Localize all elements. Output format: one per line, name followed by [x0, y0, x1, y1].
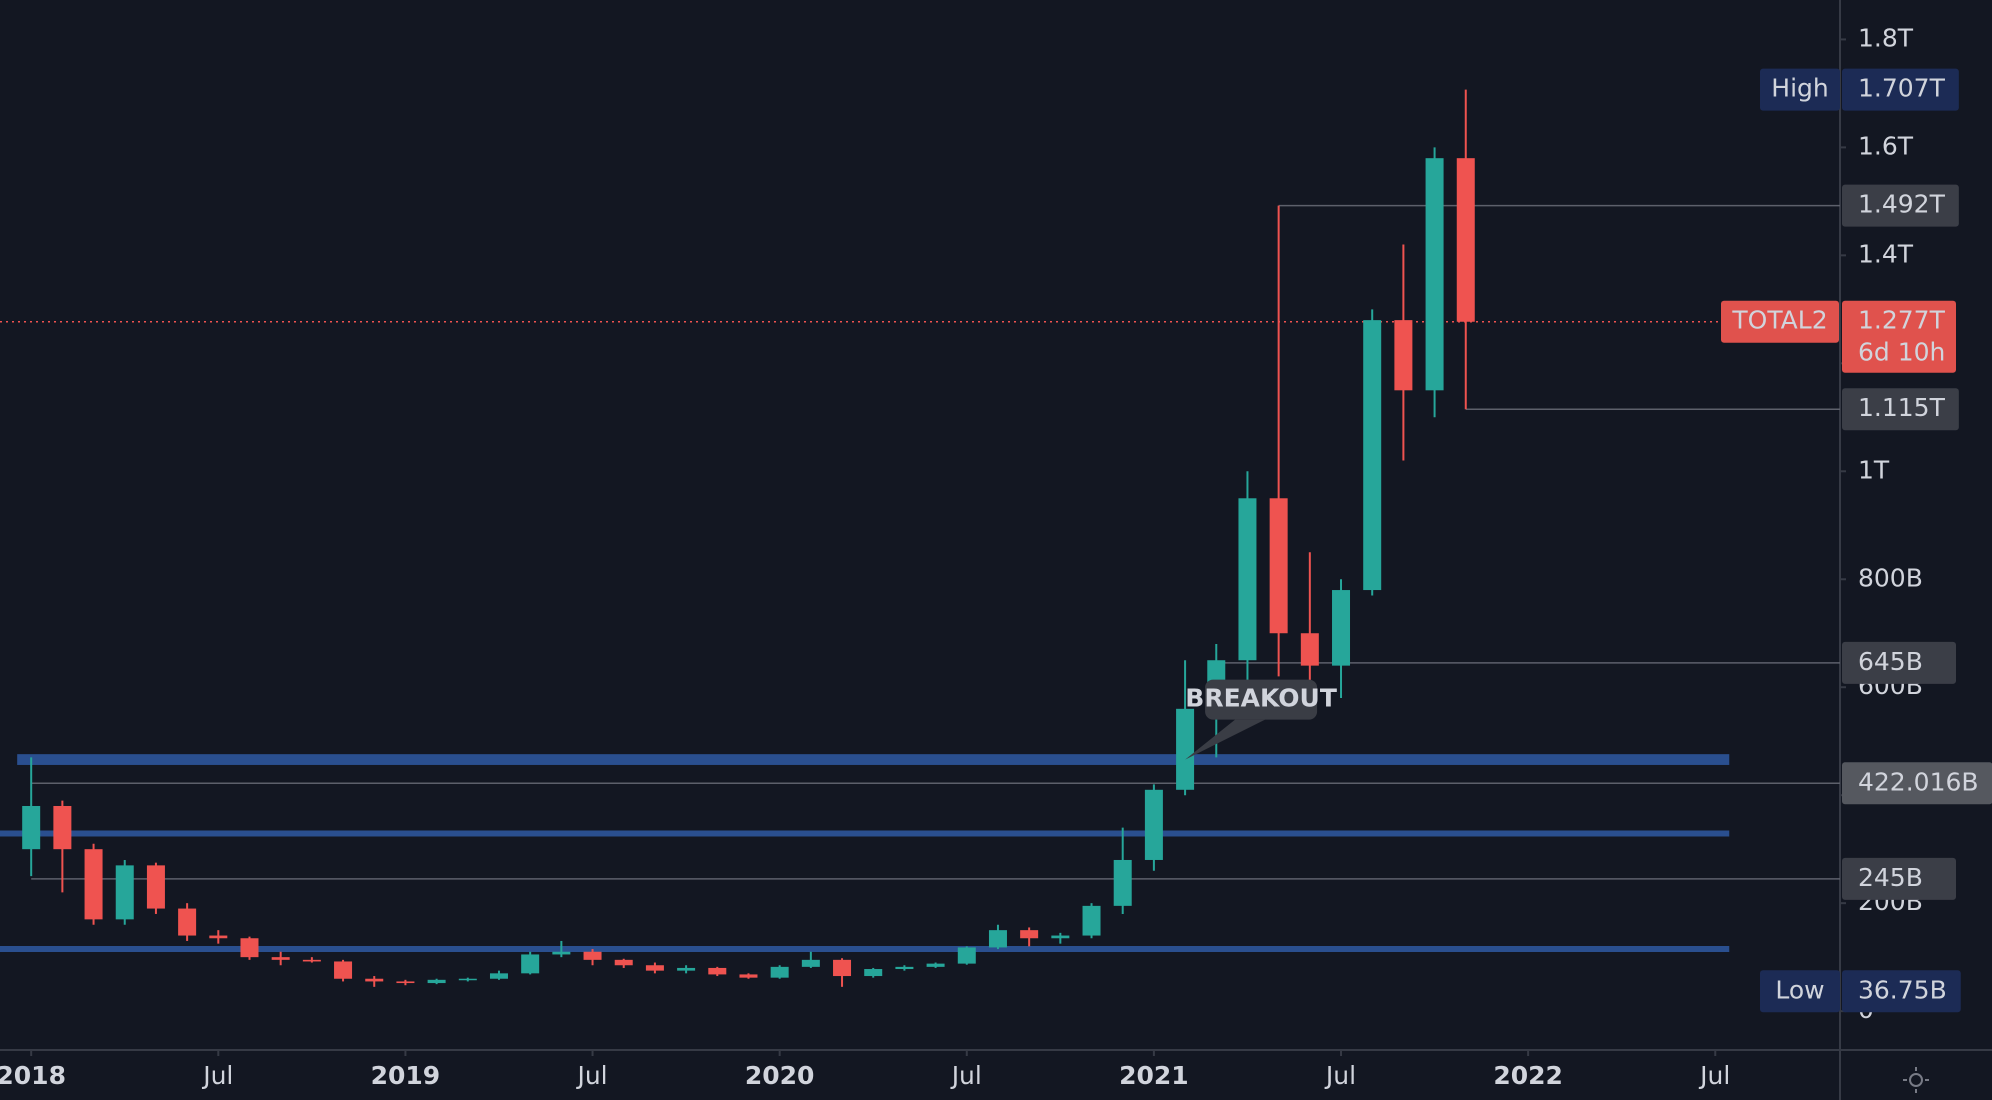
candle-body [1051, 935, 1070, 939]
candle-body [1176, 708, 1195, 790]
candle-body [1238, 498, 1257, 661]
low-marker-tag: Low [1775, 975, 1824, 1004]
low-marker-label: 36.75B [1858, 975, 1947, 1004]
x-tick-label: Jul [950, 1061, 982, 1090]
candle-body [521, 954, 540, 974]
candle-body [1113, 859, 1132, 906]
candle-body [552, 951, 571, 955]
y-tick-label: 1.8T [1858, 23, 1914, 52]
x-tick-label: Jul [575, 1061, 607, 1090]
low-marker-box [1842, 970, 1961, 1013]
candle-body [739, 974, 758, 978]
support-zone [17, 754, 1730, 765]
symbol-tag: TOTAL2 [1731, 306, 1827, 335]
candle-body [1394, 320, 1413, 391]
candle-body [895, 966, 914, 970]
price-level-label: 245B [1858, 863, 1923, 892]
annotation-pointer [1185, 719, 1266, 760]
high-marker-label: 1.707T [1858, 74, 1946, 103]
candle-body [1020, 930, 1039, 939]
candle-body [1456, 158, 1475, 322]
y-tick-label: 1.6T [1858, 131, 1914, 160]
candle-body [1332, 590, 1351, 666]
x-tick-label: 2022 [1493, 1061, 1563, 1090]
settings-icon[interactable] [1903, 1067, 1929, 1093]
candle-body [334, 961, 353, 979]
price-level-box [1842, 184, 1959, 227]
y-tick-label: 800B [1858, 563, 1923, 592]
candle-body [957, 947, 976, 964]
candle-body [1425, 158, 1444, 391]
candle-body [864, 969, 883, 977]
candle-body [926, 963, 945, 967]
candle-body [645, 965, 664, 971]
high-marker-box [1842, 68, 1959, 111]
candle-body [489, 973, 508, 979]
price-level-label: 1.115T [1858, 393, 1946, 422]
candle-body [302, 959, 321, 962]
plot-area [0, 89, 1840, 987]
candle-body [427, 979, 446, 984]
x-tick-label: 2018 [0, 1061, 66, 1090]
symbol-tag-box [1721, 300, 1839, 343]
candle-body [583, 951, 602, 960]
candle-body [770, 966, 789, 978]
y-tick-label: 1.4T [1858, 239, 1914, 268]
candle-body [1082, 905, 1101, 936]
candle-body [146, 865, 165, 909]
candle-body [84, 849, 103, 920]
y-tick-label: 1T [1858, 455, 1890, 484]
candle-body [708, 967, 727, 975]
x-tick-label: Jul [1324, 1061, 1356, 1090]
candle-body [1363, 320, 1382, 591]
candle-body [458, 978, 477, 981]
candle-body [677, 967, 696, 971]
price-level-box [1842, 762, 1992, 805]
high-marker-tag: High [1771, 74, 1828, 103]
price-level-label: 645B [1858, 647, 1923, 676]
countdown-label: 6d 10h [1858, 338, 1945, 367]
candle-body [22, 805, 41, 850]
candle-body [115, 865, 134, 920]
price-level-label: 422.016B [1858, 767, 1979, 796]
candle-body [178, 908, 197, 936]
x-tick-label: 2020 [745, 1061, 815, 1090]
candle-body [1269, 498, 1288, 634]
x-tick-label: Jul [1698, 1061, 1730, 1090]
price-level-box [1842, 388, 1959, 431]
last-price-value: 1.277T [1858, 306, 1946, 335]
candle-body [614, 959, 633, 966]
candle-body [240, 938, 259, 958]
price-level-box [1842, 857, 1956, 900]
candle-body [271, 957, 290, 960]
candle-body [988, 930, 1007, 948]
x-tick-label: 2019 [371, 1061, 441, 1090]
candle-body [396, 981, 415, 984]
annotation-box [1205, 679, 1318, 720]
high-marker-tag-box [1760, 68, 1840, 111]
low-marker-tag-box [1760, 970, 1840, 1013]
candle-body [801, 959, 820, 967]
candle-body [1300, 633, 1319, 666]
annotation-text: BREAKOUT [1185, 684, 1337, 713]
candle-body [365, 978, 384, 982]
x-tick-label: Jul [201, 1061, 233, 1090]
last-price-box [1842, 300, 1956, 373]
annotation: BREAKOUT [1185, 679, 1337, 760]
candle-body [209, 935, 228, 939]
price-level-box [1842, 641, 1956, 684]
candle-body [53, 805, 72, 850]
candle-body [1144, 789, 1163, 860]
price-level-label: 1.492T [1858, 190, 1946, 219]
x-tick-label: 2021 [1119, 1061, 1189, 1090]
candle-body [833, 959, 852, 977]
